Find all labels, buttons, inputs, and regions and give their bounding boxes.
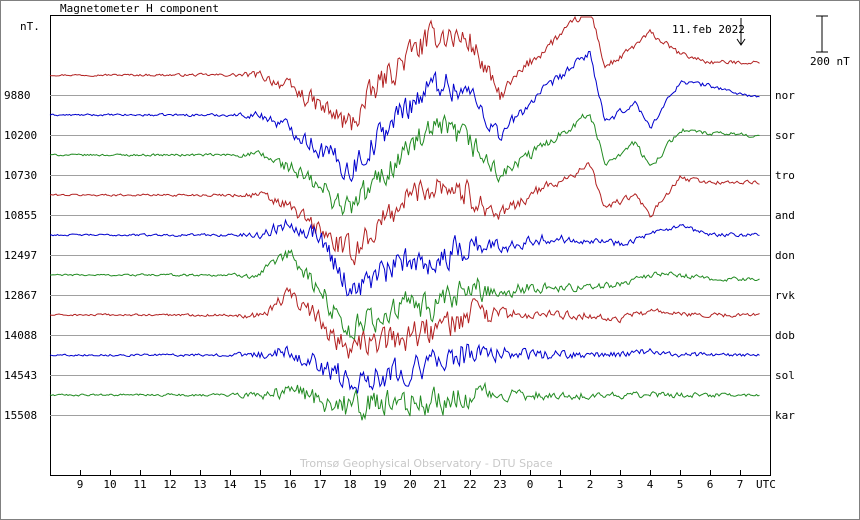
baseline-value-kar: 15508 (4, 409, 37, 422)
x-tick-label: 5 (677, 478, 684, 491)
x-tick-label: 13 (193, 478, 206, 491)
baseline-value-tro: 10730 (4, 169, 37, 182)
x-tick-label: 15 (253, 478, 266, 491)
baseline-value-dob: 14088 (4, 329, 37, 342)
station-label-don: don (775, 249, 795, 262)
x-tick-label: 0 (527, 478, 534, 491)
scale-label: 200 nT (810, 55, 850, 68)
x-tick-label: 20 (403, 478, 416, 491)
x-tick-label: 6 (707, 478, 714, 491)
trace-dob (49, 286, 760, 359)
x-tick-label: 11 (133, 478, 146, 491)
x-tick-label: 17 (313, 478, 326, 491)
x-tick-label: 14 (223, 478, 237, 491)
x-tick-label: 1 (557, 478, 564, 491)
baseline-value-sor: 10200 (4, 129, 37, 142)
credit-text: Tromsø Geophysical Observatory - DTU Spa… (299, 457, 553, 470)
station-label-kar: kar (775, 409, 795, 422)
x-tick-label: 18 (343, 478, 356, 491)
trace-sor (49, 50, 760, 183)
x-tick-label: 10 (103, 478, 116, 491)
x-tick-label: 3 (617, 478, 624, 491)
baseline-value-rvk: 12867 (4, 289, 37, 302)
x-axis-unit: UTC (756, 478, 776, 491)
station-label-sor: sor (775, 129, 795, 142)
station-label-rvk: rvk (775, 289, 795, 302)
x-tick-label: 7 (737, 478, 744, 491)
grid-lines: 9880 nor 10200 sor 10730 tro 10855 and 12497 don 1… (4, 89, 795, 422)
traces (49, 15, 760, 421)
x-tick-label: 4 (647, 478, 654, 491)
x-tick-label: 23 (493, 478, 506, 491)
x-tick-label: 9 (77, 478, 84, 491)
trace-kar (49, 381, 760, 421)
unit-label: nT. (20, 20, 40, 33)
baseline-value-and: 10855 (4, 209, 37, 222)
trace-rvk (50, 249, 760, 341)
station-label-and: and (775, 209, 795, 222)
x-tick-label: 12 (163, 478, 176, 491)
trace-and (49, 162, 760, 266)
plot-frame (50, 15, 771, 476)
station-label-dob: dob (775, 329, 795, 342)
station-label-tro: tro (775, 169, 795, 182)
x-tick-label: 16 (283, 478, 296, 491)
x-tick-label: 19 (373, 478, 386, 491)
baseline-value-nor: 9880 (4, 89, 31, 102)
date-arrow (736, 18, 746, 46)
trace-nor (49, 15, 760, 131)
trace-don (49, 218, 760, 297)
baseline-value-don: 12497 (4, 249, 37, 262)
chart-title: Magnetometer H component (60, 2, 219, 15)
date-label: 11.feb 2022 (672, 23, 745, 36)
trace-sol (49, 343, 760, 394)
station-label-nor: nor (775, 89, 795, 102)
baseline-value-sol: 14543 (4, 369, 37, 382)
x-tick-label: 21 (433, 478, 446, 491)
scale-bar (816, 15, 828, 53)
station-label-sol: sol (775, 369, 795, 382)
x-axis-ticks: 9 10 11 12 13 14 15 16 17 18 19 20 21 22 23 0 1 2 3 4 5 6 7 (77, 470, 744, 491)
trace-tro (49, 113, 760, 216)
x-tick-label: 2 (587, 478, 594, 491)
x-tick-label: 22 (463, 478, 476, 491)
